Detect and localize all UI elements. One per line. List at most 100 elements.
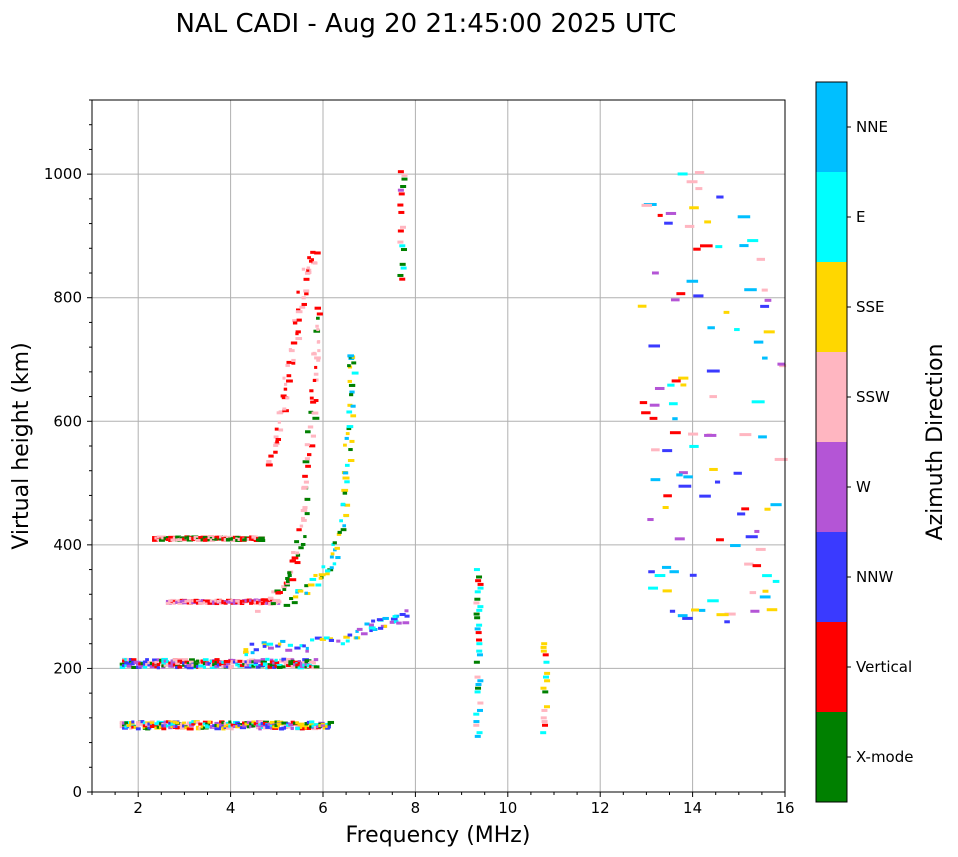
echo-mark <box>260 720 266 724</box>
echo-mark <box>306 720 311 724</box>
echo-mark <box>288 662 292 666</box>
echo-mark <box>308 410 314 414</box>
echo-mark <box>329 637 334 641</box>
echo-mark <box>294 646 301 650</box>
echo-mark <box>313 329 321 333</box>
echo-mark <box>138 664 145 668</box>
echo-mark <box>175 721 180 725</box>
echo-mark <box>323 636 330 640</box>
echo-mark <box>648 570 655 574</box>
echo-mark <box>752 564 762 568</box>
echo-mark <box>301 296 306 300</box>
echo-mark <box>351 371 359 375</box>
x-axis-label: Frequency (MHz) <box>346 823 531 848</box>
echo-mark <box>242 538 247 542</box>
x-tick-label: 10 <box>498 799 517 817</box>
echo-mark <box>749 591 757 595</box>
echo-mark <box>126 664 133 668</box>
echo-mark <box>154 538 159 542</box>
chart-title: NAL CADI - Aug 20 21:45:00 2025 UTC <box>176 9 677 39</box>
echo-mark <box>283 725 288 729</box>
echo-mark <box>223 601 228 605</box>
echo-mark <box>225 536 231 540</box>
echo-mark <box>477 679 484 683</box>
echo-mark <box>400 248 407 252</box>
echo-mark <box>256 659 262 663</box>
echo-mark <box>256 665 261 669</box>
echo-mark <box>305 646 309 650</box>
echo-mark <box>290 341 298 345</box>
echo-mark <box>237 659 244 663</box>
echo-mark <box>131 660 136 664</box>
echo-mark <box>281 721 288 725</box>
echo-mark <box>306 268 310 272</box>
echo-mark <box>751 400 765 404</box>
echo-mark <box>316 328 320 332</box>
echo-mark <box>309 444 316 448</box>
echo-mark <box>647 518 654 522</box>
echo-mark <box>301 267 306 271</box>
echo-mark <box>541 642 548 646</box>
echo-mark <box>401 177 408 181</box>
echo-mark <box>707 599 719 603</box>
colorbar-label: SSW <box>856 388 890 406</box>
echo-mark <box>214 535 219 539</box>
echo-mark <box>316 312 323 316</box>
echo-mark <box>376 618 384 622</box>
echo-mark <box>205 724 209 728</box>
echo-mark <box>249 722 254 726</box>
echo-mark <box>397 203 404 207</box>
echo-mark <box>182 663 186 667</box>
echo-mark <box>302 506 308 510</box>
echo-mark <box>172 658 179 662</box>
echo-mark <box>262 721 268 725</box>
echo-mark <box>541 720 548 724</box>
echo-mark <box>291 601 298 605</box>
echo-mark <box>378 626 384 630</box>
echo-mark <box>295 727 302 731</box>
echo-mark <box>156 535 163 539</box>
echo-mark <box>318 576 323 580</box>
echo-mark <box>344 436 349 440</box>
echo-mark <box>267 596 274 600</box>
echo-mark <box>296 318 302 322</box>
echo-mark <box>219 601 223 605</box>
echo-mark <box>140 720 145 724</box>
echo-mark <box>307 256 312 260</box>
x-tick-label: 12 <box>591 799 610 817</box>
echo-mark <box>704 433 717 437</box>
echo-mark <box>329 566 334 570</box>
colorbar-label: E <box>856 208 865 226</box>
echo-mark <box>477 586 484 590</box>
echo-mark <box>542 675 549 679</box>
echo-mark <box>716 613 729 617</box>
echo-mark <box>225 726 231 730</box>
echo-mark <box>332 541 337 545</box>
echo-mark <box>285 648 293 652</box>
echo-mark <box>277 642 282 646</box>
echo-mark <box>316 358 321 362</box>
echo-mark <box>476 642 483 646</box>
echo-mark <box>674 537 685 541</box>
echo-mark <box>268 454 274 458</box>
echo-mark <box>474 734 481 738</box>
echo-mark <box>342 491 348 495</box>
echo-mark <box>390 617 398 621</box>
echo-mark <box>230 727 234 731</box>
echo-mark <box>140 662 145 666</box>
echo-mark <box>371 619 376 623</box>
echo-mark <box>243 650 249 654</box>
echo-mark <box>195 721 201 725</box>
echo-mark <box>397 273 404 277</box>
echo-mark <box>739 244 749 248</box>
echo-mark <box>347 379 352 383</box>
echo-mark <box>202 599 207 603</box>
echo-mark <box>228 537 233 541</box>
echo-mark <box>207 662 212 666</box>
echo-mark <box>305 464 311 468</box>
echo-mark <box>542 690 549 694</box>
echo-mark <box>678 471 688 475</box>
echo-mark <box>152 658 158 662</box>
echo-mark <box>300 542 306 546</box>
echo-mark <box>397 170 404 174</box>
